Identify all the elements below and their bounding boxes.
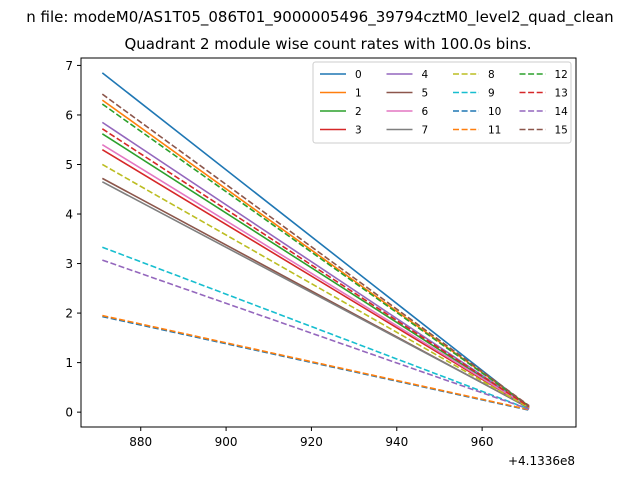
series-line-6 [101,143,530,408]
series-line-4 [101,121,530,408]
series-line-7 [101,181,530,409]
legend-label-15: 15 [555,125,568,137]
series-line-11 [102,314,530,411]
series-line-3 [101,148,530,409]
y-tick-label: 3 [65,257,73,271]
y-tick-label: 2 [65,307,73,321]
y-tick-label: 4 [65,208,73,222]
legend-label-4: 4 [422,69,429,81]
y-tick-label: 6 [65,108,73,122]
legend-label-6: 6 [422,106,429,118]
legend-label-2: 2 [355,106,362,118]
legend-label-11: 11 [488,125,501,137]
legend-label-0: 0 [355,69,362,81]
y-tick-label: 7 [65,59,73,73]
x-tick-label: 960 [471,435,494,449]
series-line-9 [102,246,530,410]
legend-label-13: 13 [555,88,568,100]
x-tick-label: 920 [300,435,323,449]
x-tick-label: 940 [385,435,408,449]
chart-title: Quadrant 2 module wise count rates with … [124,35,531,53]
y-tick-label: 1 [65,356,73,370]
series-layer [101,72,530,411]
x-tick-label: 900 [215,435,238,449]
legend-box [312,61,572,144]
series-line-8 [101,163,530,409]
x-tick-label: 880 [129,435,152,449]
series-line-13 [101,128,530,408]
x-offset-label: +4.1336e8 [508,454,575,468]
series-line-15 [101,93,530,407]
series-line-2 [101,133,530,408]
legend-label-9: 9 [488,88,495,100]
legend-label-5: 5 [422,88,429,100]
legend-label-3: 3 [355,125,362,137]
y-tick-label: 0 [65,406,73,420]
legend-label-7: 7 [422,125,429,137]
legend-label-8: 8 [488,69,495,81]
legend-label-10: 10 [488,106,501,118]
legend-label-12: 12 [555,69,568,81]
legend-label-1: 1 [355,88,362,100]
series-line-14 [102,259,530,410]
legend-label-14: 14 [555,106,569,118]
series-line-0 [101,72,530,408]
figure-suptitle: n file: modeM0/AS1T05_086T01_9000005496_… [26,8,613,27]
axes-frame [80,57,577,428]
y-tick-label: 5 [65,158,73,172]
series-line-12 [101,103,530,407]
